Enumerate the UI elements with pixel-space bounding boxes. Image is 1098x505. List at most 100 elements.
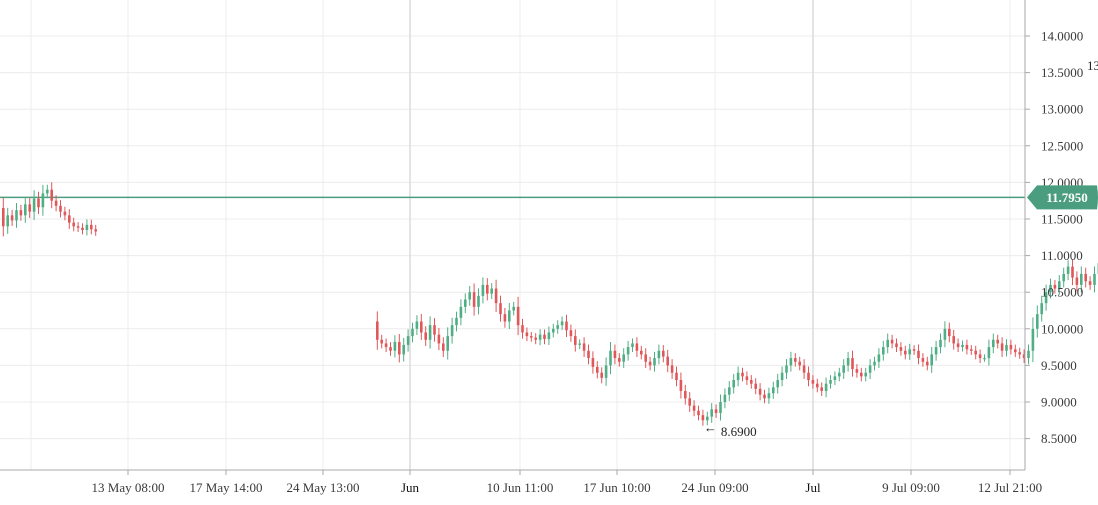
candle-down: [693, 406, 696, 411]
candle-up: [578, 343, 581, 344]
candle-down: [438, 335, 441, 344]
candle-down: [904, 351, 907, 355]
x-tick-label: 12 Jul 21:00: [978, 480, 1042, 495]
x-tick-label: Jul: [805, 480, 821, 495]
candle-up: [829, 380, 832, 384]
candle-down: [521, 325, 524, 332]
candle-up: [658, 351, 661, 358]
candle-down: [424, 332, 427, 339]
candle-up: [992, 340, 995, 347]
candle-up: [737, 373, 740, 380]
candle-up: [842, 365, 845, 372]
candle-down: [1010, 345, 1013, 349]
candle-up: [732, 380, 735, 387]
x-tick-label: 17 May 14:00: [190, 480, 263, 495]
candle-down: [680, 380, 683, 391]
candle-down: [81, 228, 84, 230]
candle-up: [869, 365, 872, 372]
candle-down: [530, 336, 533, 337]
candle-down: [895, 343, 898, 347]
candle-down: [750, 380, 753, 384]
x-tick-label: 10 Jun 11:00: [487, 480, 554, 495]
candle-up: [605, 365, 608, 377]
candle-down: [666, 357, 669, 366]
candle-down: [812, 380, 815, 384]
candle-up: [1005, 345, 1008, 351]
candle-up: [728, 387, 731, 394]
candle-down: [754, 384, 757, 389]
candle-up: [719, 402, 722, 413]
candle-down: [746, 376, 749, 380]
candle-down: [385, 343, 388, 347]
candle-down: [614, 351, 617, 358]
candle-down: [77, 226, 80, 227]
candle-down: [504, 314, 507, 321]
candle-down: [442, 343, 445, 350]
candle-up: [768, 393, 771, 398]
candle-down: [715, 409, 718, 413]
y-tick-label: 10.5000: [1041, 285, 1083, 300]
candle-up: [464, 300, 467, 307]
candle-up: [33, 199, 36, 212]
candle-down: [688, 398, 691, 405]
y-tick-label: 11.0000: [1041, 248, 1083, 263]
candle-down: [900, 347, 903, 351]
candle-up: [961, 345, 964, 347]
candle-up: [556, 325, 559, 329]
candle-up: [873, 362, 876, 366]
candle-down: [1071, 267, 1074, 278]
candle-down: [72, 223, 75, 227]
candle-down: [380, 340, 383, 344]
candle-up: [455, 318, 458, 325]
candle-up: [609, 351, 612, 366]
candle-up: [772, 387, 775, 393]
candle-up: [561, 321, 564, 325]
candle-up: [847, 358, 850, 365]
candle-down: [891, 340, 894, 344]
candle-up: [834, 376, 837, 380]
candle-down: [1089, 281, 1092, 285]
current-price-badge-text: 11.7950: [1046, 190, 1088, 205]
x-tick-label: 24 May 13:00: [287, 480, 360, 495]
candle-down: [28, 204, 31, 211]
low-arrow-icon: ←: [704, 420, 717, 435]
candle-down: [37, 199, 40, 208]
candle-up: [42, 193, 45, 207]
candle-up: [631, 343, 634, 347]
candle-up: [988, 347, 991, 358]
y-tick-label: 11.5000: [1041, 212, 1083, 227]
candle-down: [68, 215, 71, 222]
candle-down: [398, 342, 401, 354]
candle-down: [913, 349, 916, 350]
candle-down: [763, 395, 766, 399]
candle-up: [468, 292, 471, 299]
candle-up: [451, 325, 454, 336]
candle-down: [803, 365, 806, 372]
candle-down: [583, 343, 586, 350]
x-tick-label: 24 Jun 09:00: [681, 480, 748, 495]
candle-down: [851, 358, 854, 369]
candle-up: [429, 325, 432, 340]
candle-down: [499, 303, 502, 314]
candle-down: [600, 373, 603, 378]
candle-down: [820, 387, 823, 391]
candle-down: [996, 340, 999, 344]
y-tick-label: 14.0000: [1041, 29, 1083, 44]
candle-up: [1080, 274, 1083, 285]
candle-down: [926, 362, 929, 366]
candle-up: [416, 321, 419, 328]
candle-up: [838, 373, 841, 377]
candle-down: [20, 210, 23, 215]
candle-down: [952, 336, 955, 343]
candle-down: [50, 190, 53, 201]
candle-up: [539, 335, 542, 340]
candle-up: [930, 354, 933, 365]
candle-up: [781, 373, 784, 380]
candle-up: [882, 347, 885, 354]
candle-up: [1040, 303, 1043, 314]
candle-down: [697, 411, 700, 415]
candle-up: [886, 340, 889, 347]
candle-down: [587, 351, 590, 358]
candle-up: [983, 358, 986, 359]
